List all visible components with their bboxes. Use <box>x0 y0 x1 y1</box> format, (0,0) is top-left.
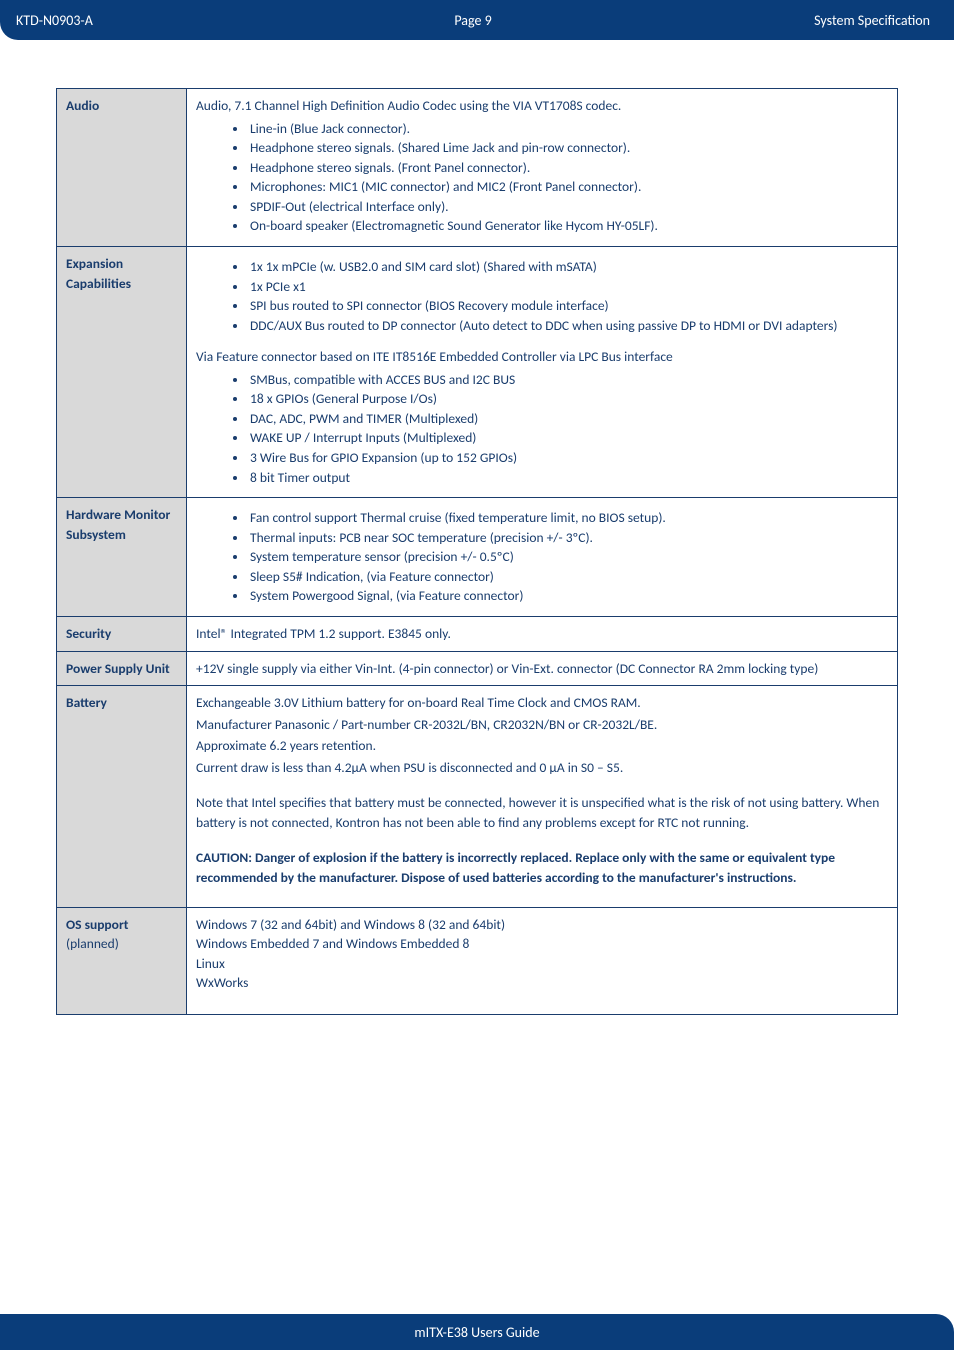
list-item: System temperature sensor (precision +/-… <box>248 547 888 567</box>
page-content: Audio Audio, 7.1 Channel High Definition… <box>0 40 954 1075</box>
psu-text: +12V single supply via either Vin-Int. (… <box>196 659 888 679</box>
list-item: SMBus, compatible with ACCES BUS and I2C… <box>248 370 888 390</box>
table-row: Battery Exchangeable 3.0V Lithium batter… <box>57 686 898 908</box>
list-item: 1x PCIe x1 <box>248 277 888 297</box>
os-label-2: (planned) <box>66 935 119 952</box>
list-item: 18 x GPIOs (General Purpose I/Os) <box>248 389 888 409</box>
expansion-mid: Via Feature connector based on ITE IT851… <box>196 347 888 367</box>
row-cell-security: Intel® Integrated TPM 1.2 support. E3845… <box>187 616 898 651</box>
list-item: Headphone stereo signals. (Shared Lime J… <box>248 138 888 158</box>
list-item: SPDIF-Out (electrical Interface only). <box>248 197 888 217</box>
row-cell-psu: +12V single supply via either Vin-Int. (… <box>187 651 898 686</box>
battery-p2: Manufacturer Panasonic / Part-number CR-… <box>196 715 888 735</box>
os-line-1: Windows 7 (32 and 64bit) and Windows 8 (… <box>196 915 888 935</box>
list-item: System Powergood Signal, (via Feature co… <box>248 586 888 606</box>
row-cell-os: Windows 7 (32 and 64bit) and Windows 8 (… <box>187 907 898 1014</box>
row-label-os: OS support (planned) <box>57 907 187 1014</box>
list-item: Headphone stereo signals. (Front Panel c… <box>248 158 888 178</box>
list-item: WAKE UP / Interrupt Inputs (Multiplexed) <box>248 428 888 448</box>
list-item: 1x 1x mPCIe (w. USB2.0 and SIM card slot… <box>248 257 888 277</box>
row-label-audio: Audio <box>57 89 187 247</box>
list-item: Fan control support Thermal cruise (fixe… <box>248 508 888 528</box>
list-item: Thermal inputs: PCB near SOC temperature… <box>248 528 888 548</box>
table-row: Security Intel® Integrated TPM 1.2 suppo… <box>57 616 898 651</box>
table-row: Power Supply Unit +12V single supply via… <box>57 651 898 686</box>
battery-p4: Current draw is less than 4.2µA when PSU… <box>196 758 888 778</box>
list-item: On-board speaker (Electromagnetic Sound … <box>248 216 888 236</box>
battery-caution: CAUTION: Danger of explosion if the batt… <box>196 848 888 887</box>
page-footer: mITX-E38 Users Guide <box>0 1314 954 1350</box>
page-number: Page 9 <box>321 12 626 29</box>
table-row: Expansion Capabilities 1x 1x mPCIe (w. U… <box>57 246 898 497</box>
os-line-4: WxWorks <box>196 973 888 993</box>
table-row: Hardware Monitor Subsystem Fan control s… <box>57 498 898 617</box>
os-line-3: Linux <box>196 954 888 974</box>
battery-p5: Note that Intel specifies that battery m… <box>196 793 888 832</box>
doc-id: KTD-N0903-A <box>16 12 321 29</box>
expansion-list-1: 1x 1x mPCIe (w. USB2.0 and SIM card slot… <box>196 257 888 335</box>
table-row: Audio Audio, 7.1 Channel High Definition… <box>57 89 898 247</box>
battery-p1: Exchangeable 3.0V Lithium battery for on… <box>196 693 888 713</box>
list-item: DDC/AUX Bus routed to DP connector (Auto… <box>248 316 888 336</box>
os-line-2: Windows Embedded 7 and Windows Embedded … <box>196 934 888 954</box>
list-item: Sleep S5# Indication, (via Feature conne… <box>248 567 888 587</box>
list-item: DAC, ADC, PWM and TIMER (Multiplexed) <box>248 409 888 429</box>
row-label-psu: Power Supply Unit <box>57 651 187 686</box>
row-label-security: Security <box>57 616 187 651</box>
row-cell-audio: Audio, 7.1 Channel High Definition Audio… <box>187 89 898 247</box>
table-row: OS support (planned) Windows 7 (32 and 6… <box>57 907 898 1014</box>
os-label-1: OS support <box>66 916 128 933</box>
row-label-hwmon: Hardware Monitor Subsystem <box>57 498 187 617</box>
section-title: System Specification <box>625 12 930 29</box>
audio-list: Line-in (Blue Jack connector). Headphone… <box>196 119 888 236</box>
hwmon-list: Fan control support Thermal cruise (fixe… <box>196 508 888 606</box>
row-cell-battery: Exchangeable 3.0V Lithium battery for on… <box>187 686 898 908</box>
footer-text: mITX-E38 Users Guide <box>414 1324 539 1341</box>
row-label-expansion: Expansion Capabilities <box>57 246 187 497</box>
list-item: 8 bit Timer output <box>248 468 888 488</box>
audio-intro: Audio, 7.1 Channel High Definition Audio… <box>196 96 888 116</box>
row-cell-hwmon: Fan control support Thermal cruise (fixe… <box>187 498 898 617</box>
list-item: Line-in (Blue Jack connector). <box>248 119 888 139</box>
spec-table: Audio Audio, 7.1 Channel High Definition… <box>56 88 898 1015</box>
list-item: SPI bus routed to SPI connector (BIOS Re… <box>248 296 888 316</box>
battery-p3: Approximate 6.2 years retention. <box>196 736 888 756</box>
list-item: 3 Wire Bus for GPIO Expansion (up to 152… <box>248 448 888 468</box>
security-text: Intel® Integrated TPM 1.2 support. E3845… <box>196 624 888 644</box>
list-item: Microphones: MIC1 (MIC connector) and MI… <box>248 177 888 197</box>
page-header: KTD-N0903-A Page 9 System Specification <box>0 0 954 40</box>
row-label-battery: Battery <box>57 686 187 908</box>
row-cell-expansion: 1x 1x mPCIe (w. USB2.0 and SIM card slot… <box>187 246 898 497</box>
expansion-list-2: SMBus, compatible with ACCES BUS and I2C… <box>196 370 888 487</box>
